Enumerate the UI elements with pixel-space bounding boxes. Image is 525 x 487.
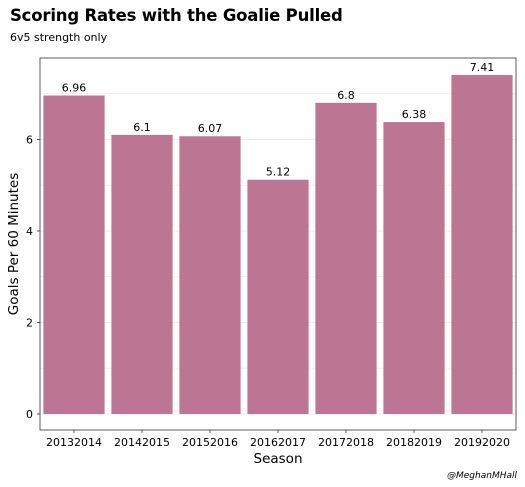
data-label-20192020: 7.41 <box>470 61 495 74</box>
data-label-20182019: 6.38 <box>402 108 427 121</box>
y-ticks-layer: 0 2 4 6 <box>26 133 40 421</box>
data-label-20142015: 6.1 <box>133 121 151 134</box>
bar-20162017 <box>247 179 309 414</box>
x-tick-label-20142015: 20142015 <box>114 436 170 449</box>
bars-layer <box>43 74 513 414</box>
chart-subtitle: 6v5 strength only <box>10 31 108 44</box>
y-tick-label-4: 4 <box>26 225 33 238</box>
data-labels-layer: 6.96 6.1 6.07 5.12 6.8 6.38 7.41 <box>62 61 495 179</box>
y-axis-label: Goals Per 60 Minutes <box>6 173 22 316</box>
x-tick-label-20172018: 20172018 <box>318 436 374 449</box>
y-tick-label-2: 2 <box>26 316 33 329</box>
y-tick-label-0: 0 <box>26 408 33 421</box>
x-tick-label-20192020: 20192020 <box>454 436 510 449</box>
bar-20182019 <box>383 122 445 414</box>
bar-20172018 <box>315 102 377 414</box>
x-tick-label-20182019: 20182019 <box>386 436 442 449</box>
data-label-20162017: 5.12 <box>266 166 291 179</box>
bar-20142015 <box>111 134 173 414</box>
data-label-20172018: 6.8 <box>337 89 355 102</box>
bar-20132014 <box>43 95 105 414</box>
x-tick-label-20132014: 20132014 <box>46 436 102 449</box>
chart-title: Scoring Rates with the Goalie Pulled <box>10 6 343 25</box>
bar-20152016 <box>179 136 241 414</box>
bar-20192020 <box>451 74 513 414</box>
x-tick-label-20152016: 20152016 <box>182 436 238 449</box>
x-axis-label: Season <box>254 451 303 467</box>
data-label-20132014: 6.96 <box>62 82 87 95</box>
x-tick-label-20162017: 20162017 <box>250 436 306 449</box>
data-label-20152016: 6.07 <box>198 122 223 135</box>
chart-caption: @MeghanMHall <box>447 471 517 481</box>
x-ticks-layer: 20132014 20142015 20152016 20162017 20172018… <box>46 430 510 449</box>
y-tick-label-6: 6 <box>26 133 33 146</box>
